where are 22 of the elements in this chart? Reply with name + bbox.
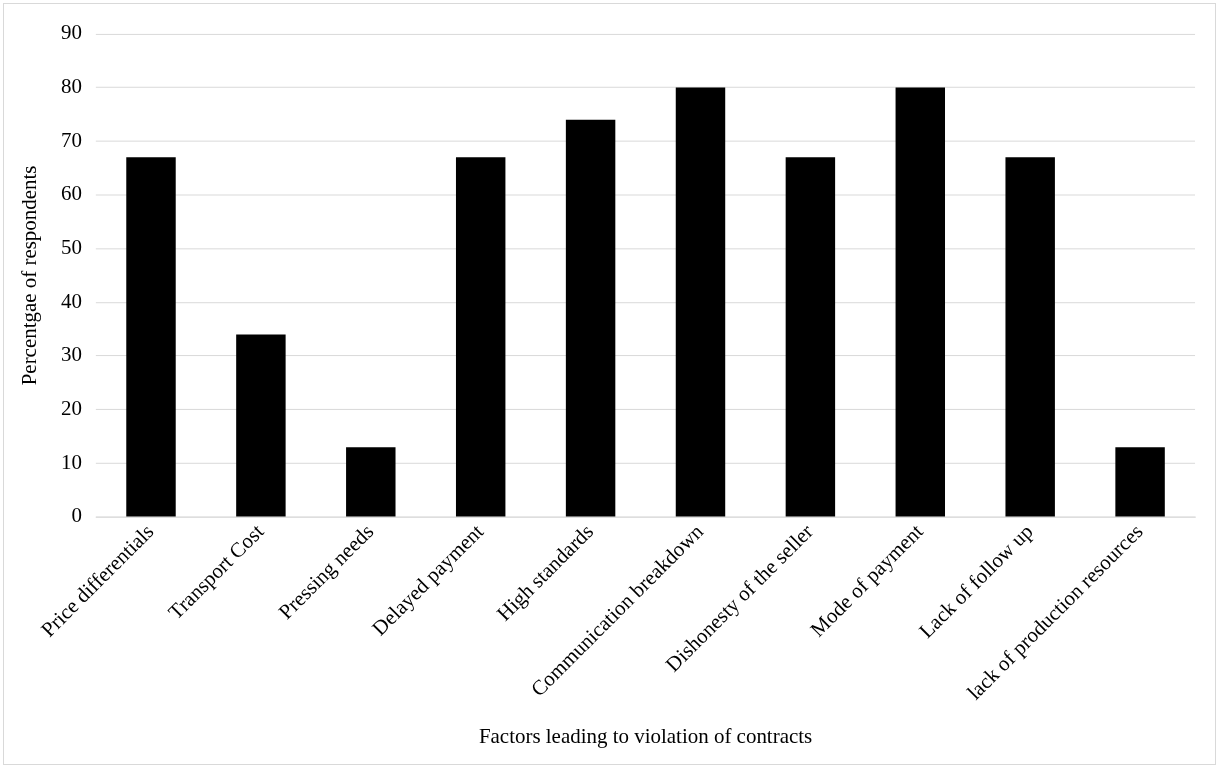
y-tick-label: 60	[61, 181, 83, 206]
y-tick-label: 20	[61, 396, 83, 421]
bar	[455, 157, 506, 517]
y-tick-label: 40	[61, 288, 83, 313]
bar	[675, 87, 726, 517]
bar	[565, 119, 616, 517]
bar	[346, 447, 396, 517]
y-tick-label: 50	[61, 235, 83, 260]
bar	[895, 87, 946, 517]
y-tick-label: 80	[61, 74, 83, 99]
y-tick-label: 0	[71, 503, 83, 528]
bar	[126, 157, 176, 517]
y-tick-label: 90	[61, 20, 83, 45]
bar	[1115, 447, 1165, 517]
y-axis-title: Percentgae of respondents	[17, 165, 42, 386]
y-tick-label: 30	[61, 342, 83, 367]
bar	[785, 157, 836, 517]
bar	[236, 334, 286, 517]
y-tick-label: 70	[61, 127, 83, 152]
x-axis-title: Factors leading to violation of contracts	[478, 723, 813, 748]
y-tick-label: 10	[61, 449, 83, 474]
bar	[1005, 157, 1055, 517]
